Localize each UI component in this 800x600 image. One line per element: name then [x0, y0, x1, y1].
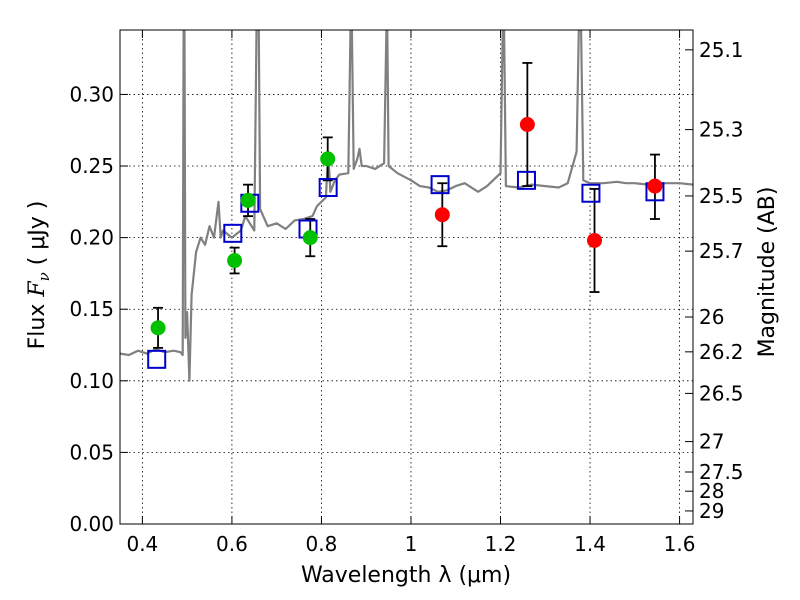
red-photometry-point [587, 232, 603, 248]
x-axis-label: Wavelength λ (μm) [301, 563, 511, 588]
mag-tick-label: 26 [699, 305, 724, 329]
y-axis-label-suffix: ( μJy ) [25, 201, 50, 273]
red-photometry-point [434, 207, 450, 223]
green-photometry-point [320, 151, 336, 167]
right-axis-label: Magnitude (AB) [755, 187, 780, 358]
y-axis-label-symbol: F [25, 281, 50, 298]
y-axis-label: Flux Fν ( μJy ) [25, 201, 53, 350]
y-axis-label-subscript: ν [35, 272, 53, 281]
red-photometry-point [647, 178, 663, 194]
mag-tick-label: 26.2 [699, 340, 744, 364]
y-tick-label: 0.15 [69, 297, 114, 321]
x-tick-label: 1 [405, 532, 418, 556]
x-tick-label: 0.6 [216, 532, 248, 556]
model-flux-square [147, 349, 167, 369]
y-tick-label: 0.20 [69, 226, 114, 250]
green-photometry-point [150, 320, 166, 336]
green-photometry-point [302, 230, 318, 246]
mag-tick-label: 25.5 [699, 184, 744, 208]
x-tick-label: 1.4 [574, 532, 606, 556]
x-tick-label: 0.4 [126, 532, 158, 556]
y-tick-label: 0.00 [69, 512, 114, 536]
green-photometry-point [227, 253, 243, 269]
green-photometry-point [240, 192, 256, 208]
mag-tick-label: 25.3 [699, 118, 744, 142]
y-tick-label: 0.25 [69, 154, 114, 178]
y-tick-label: 0.30 [69, 82, 114, 106]
data-markers [147, 62, 665, 369]
mag-tick-label: 27 [699, 430, 724, 454]
mag-tick-label: 25.7 [699, 239, 744, 263]
y-tick-label: 0.10 [69, 369, 114, 393]
model-flux-square [223, 223, 243, 243]
model-flux-square [318, 178, 338, 198]
model-flux-square [581, 183, 601, 203]
red-photometry-point [519, 117, 535, 133]
mag-tick-label: 27.5 [699, 460, 744, 484]
model-spectrum-line [120, 30, 693, 382]
mag-tick-label: 26.5 [699, 381, 744, 405]
x-tick-label: 1.6 [664, 532, 696, 556]
x-tick-label: 1.2 [485, 532, 517, 556]
y-axis-label-prefix: Flux [25, 297, 50, 350]
model-flux-square [516, 170, 536, 190]
mag-tick-label: 25.1 [699, 38, 744, 62]
x-tick-label: 0.8 [306, 532, 338, 556]
y-tick-label: 0.05 [69, 440, 114, 464]
mag-tick-label: 29 [699, 499, 724, 523]
plot-frame [119, 29, 694, 525]
axis-ticks: 0.4 0.6 0.8 1 1.2 1.4 1.6 0.00 0.05 0.10 0.15 0.20 0… [69, 30, 744, 556]
model-flux-square [430, 175, 450, 195]
mag-tick-label: 28 [699, 479, 724, 503]
